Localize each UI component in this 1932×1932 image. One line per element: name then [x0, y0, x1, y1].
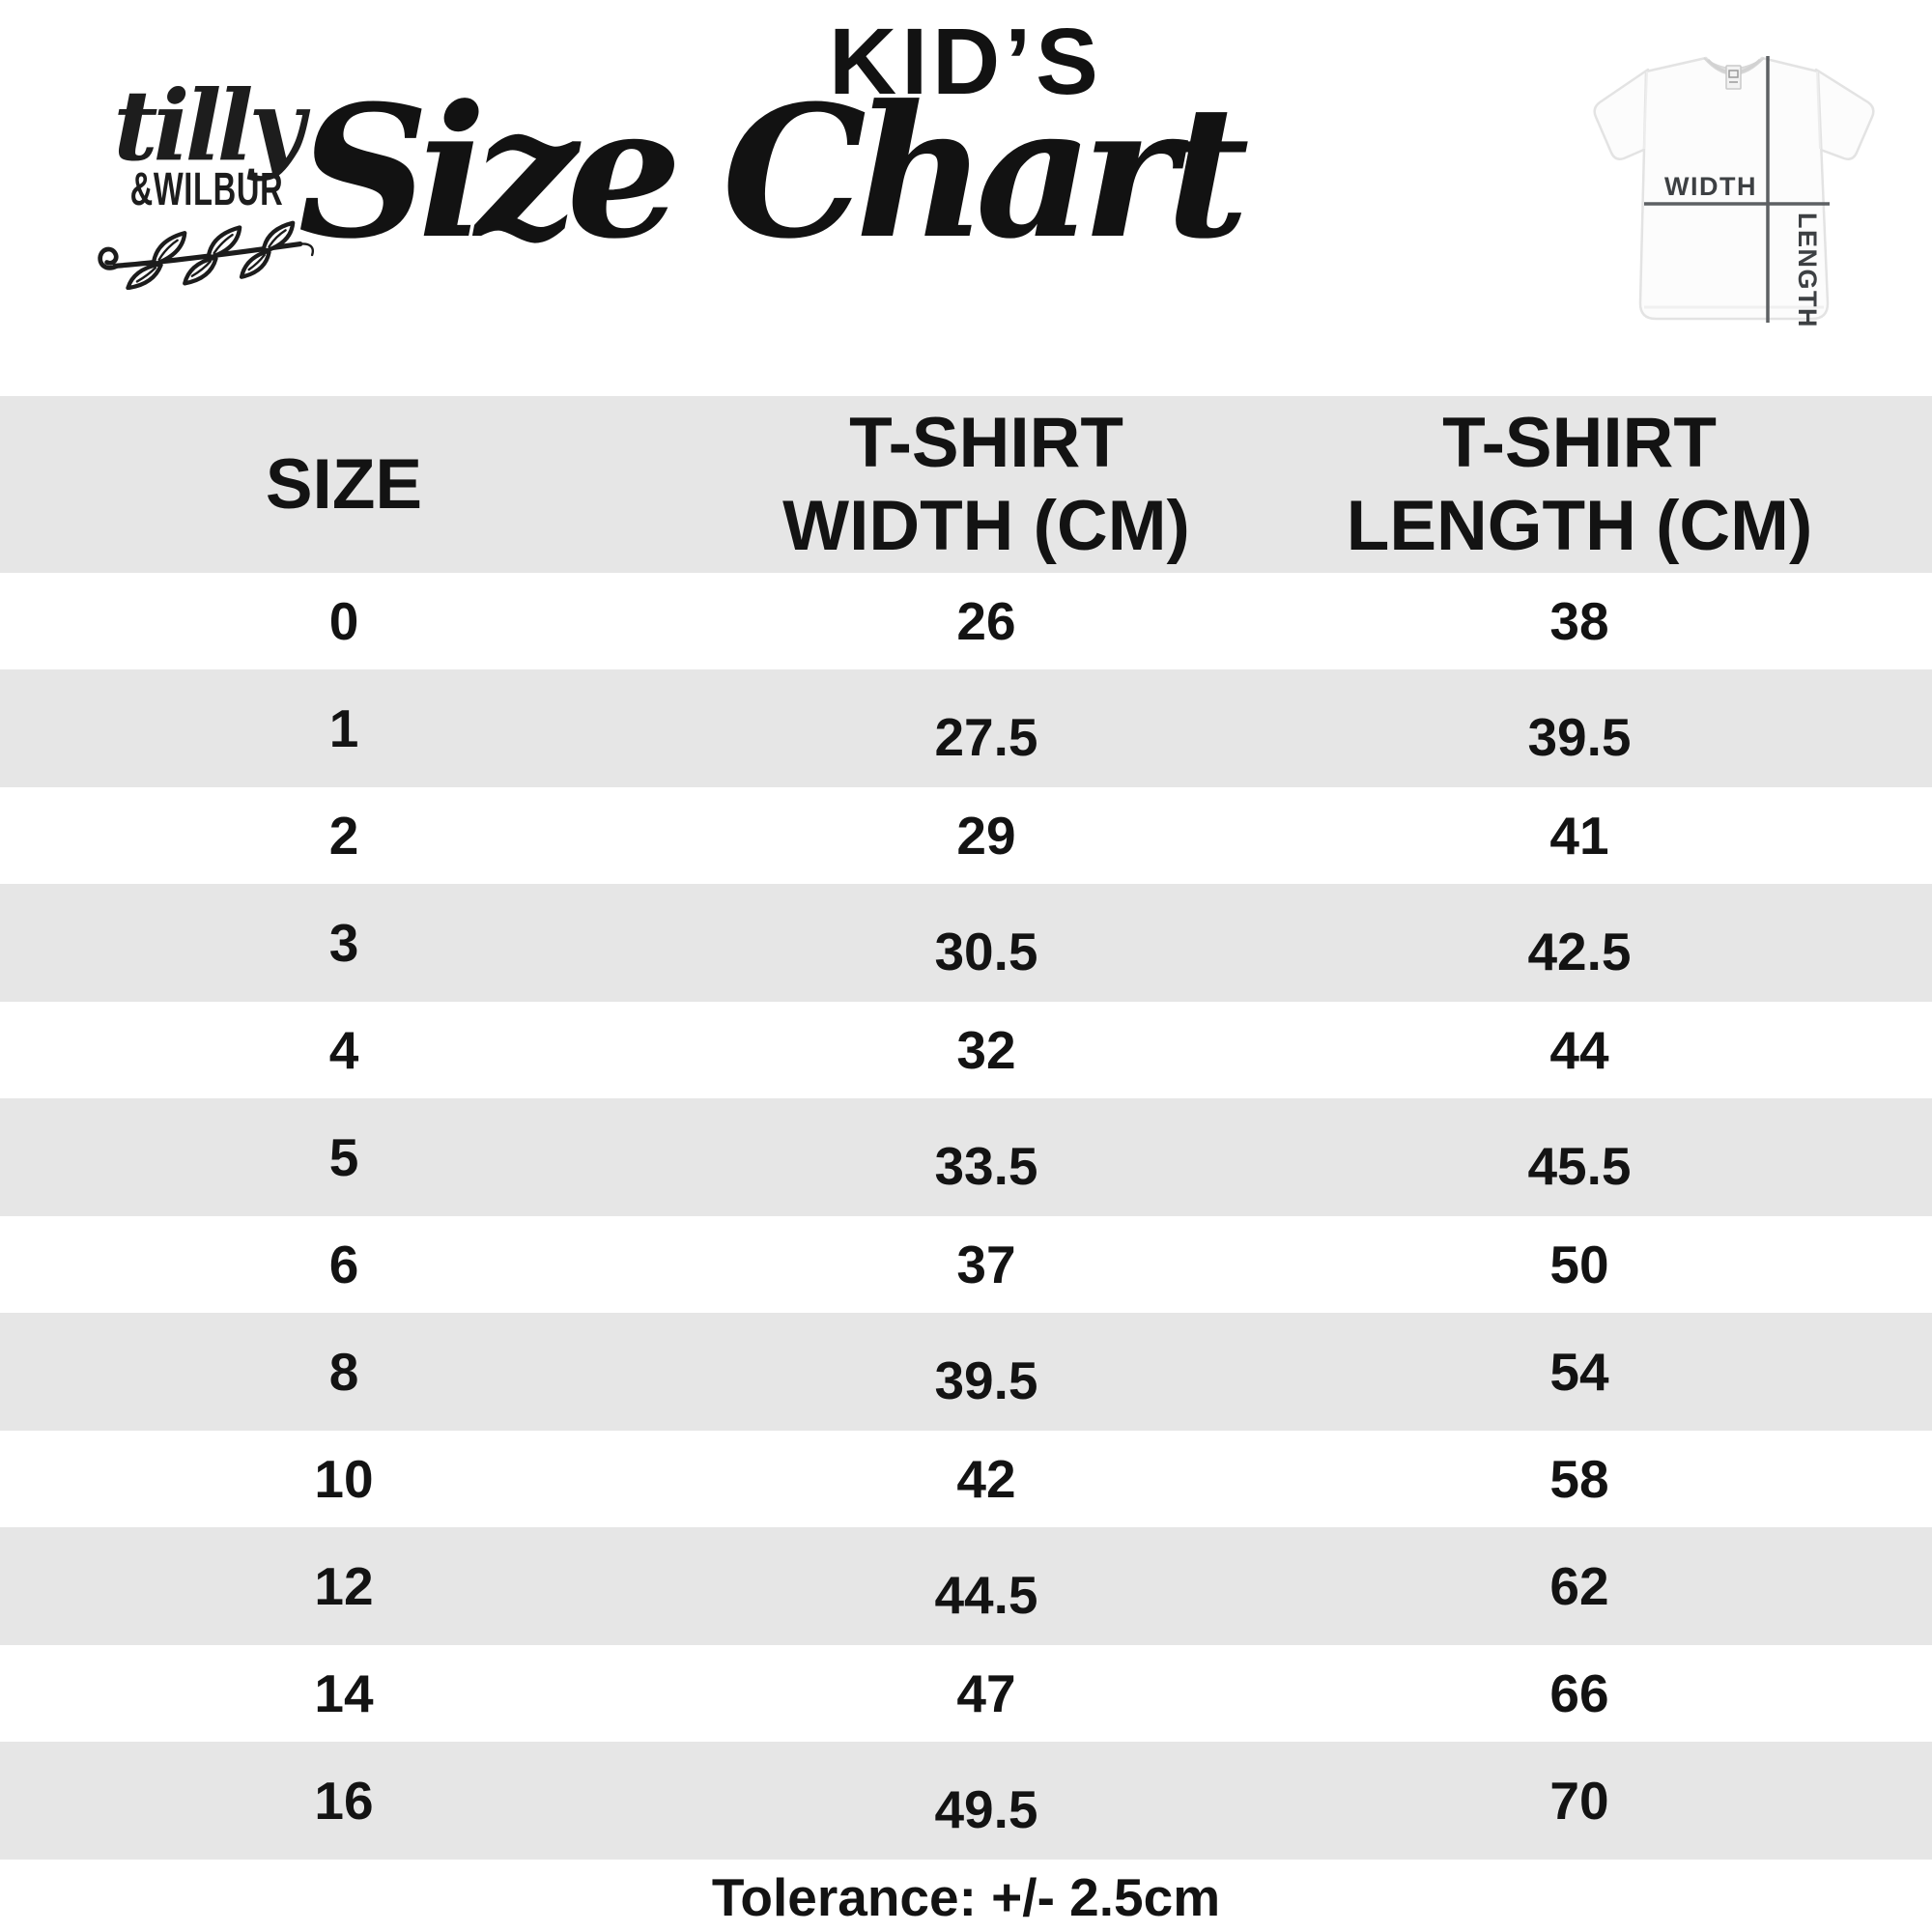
header-length-line2: LENGTH (CM) — [1346, 486, 1813, 565]
table-row: 6 37 50 — [0, 1216, 1932, 1313]
length-label: LENGTH — [1793, 213, 1822, 328]
table-cell: 0 — [328, 590, 359, 651]
table-cell: 33.5 — [934, 1135, 1038, 1196]
table-cell: 16 — [314, 1770, 374, 1831]
table-cell: 14 — [314, 1662, 374, 1723]
table-cell: 32 — [956, 1019, 1016, 1080]
table-row: 10 42 58 — [0, 1431, 1932, 1527]
table-cell: 44 — [1549, 1019, 1609, 1080]
table-row: 4 32 44 — [0, 1002, 1932, 1098]
table-cell: 37 — [956, 1234, 1016, 1294]
table-row: 14 47 66 — [0, 1645, 1932, 1742]
table-cell: 44.5 — [934, 1564, 1038, 1625]
header-width-line1: T-SHIRT — [849, 404, 1123, 483]
table-cell: 39.5 — [1527, 706, 1632, 767]
table-cell: 70 — [1549, 1770, 1609, 1831]
table-row: 8 39.5 54 — [0, 1313, 1932, 1431]
table-cell: 3 — [328, 912, 359, 973]
table-cell: 26 — [956, 590, 1016, 651]
page-title: Size Chart — [298, 66, 1249, 279]
table-cell: 49.5 — [934, 1778, 1038, 1839]
table-cell: 1 — [328, 697, 359, 758]
brand-name-script: tilly — [113, 69, 304, 183]
table-cell: 41 — [1549, 805, 1609, 866]
width-label: WIDTH — [1664, 172, 1757, 201]
table-header-row: SIZE T-SHIRT WIDTH (CM) T-SHIRT LENGTH (… — [0, 396, 1932, 573]
table-cell: 47 — [956, 1662, 1016, 1723]
table-cell: 8 — [328, 1341, 359, 1402]
tolerance-note: Tolerance: +/- 2.5cm — [711, 1867, 1221, 1927]
table-cell: 6 — [328, 1234, 359, 1294]
table-row: 1 27.5 39.5 — [0, 669, 1932, 787]
table-cell: 2 — [328, 805, 359, 866]
brand-name-caps: &WILBUR — [129, 164, 284, 215]
table-cell: 39.5 — [934, 1350, 1038, 1410]
table-row: 3 30.5 42.5 — [0, 884, 1932, 1002]
table-cell: 27.5 — [934, 706, 1038, 767]
table-cell: 50 — [1549, 1234, 1609, 1294]
table-cell: 58 — [1549, 1448, 1609, 1509]
table-cell: 62 — [1549, 1555, 1609, 1616]
neck-label — [1725, 65, 1742, 90]
table-cell: 54 — [1549, 1341, 1609, 1402]
table-row: 0 26 38 — [0, 573, 1932, 669]
header-length-line1: T-SHIRT — [1442, 404, 1717, 483]
table-row: 5 33.5 45.5 — [0, 1098, 1932, 1216]
laurel-branch-icon — [98, 220, 314, 291]
header-width: T-SHIRT WIDTH (CM) — [688, 402, 1285, 567]
size-table: SIZE T-SHIRT WIDTH (CM) T-SHIRT LENGTH (… — [0, 396, 1932, 1932]
table-cell: 66 — [1549, 1662, 1609, 1723]
table-row: 16 49.5 70 — [0, 1742, 1932, 1860]
brand-logo: tilly &WILBUR — [85, 75, 328, 295]
table-cell: 29 — [956, 805, 1016, 866]
table-cell: 5 — [328, 1126, 359, 1187]
table-cell: 4 — [328, 1019, 359, 1080]
table-cell: 45.5 — [1527, 1135, 1632, 1196]
table-cell: 42.5 — [1527, 921, 1632, 981]
table-cell: 42 — [956, 1448, 1016, 1509]
header-length: T-SHIRT LENGTH (CM) — [1285, 402, 1874, 567]
table-cell: 30.5 — [934, 921, 1038, 981]
table-body: 0 26 38 1 27.5 39.5 2 29 41 3 30.5 42.5 4 32 44 5 33.5 45… — [0, 573, 1932, 1860]
table-cell: 38 — [1549, 590, 1609, 651]
table-row: 2 29 41 — [0, 787, 1932, 884]
table-cell: 12 — [314, 1555, 374, 1616]
header-width-line2: WIDTH (CM) — [782, 486, 1190, 565]
table-cell: 10 — [314, 1448, 374, 1509]
header-size-label: SIZE — [265, 444, 423, 524]
table-row: 12 44.5 62 — [0, 1527, 1932, 1645]
tshirt-measure-diagram: WIDTH LENGTH — [1593, 56, 1875, 328]
header-size: SIZE — [0, 443, 688, 526]
page-kicker: KID’S — [829, 9, 1103, 114]
